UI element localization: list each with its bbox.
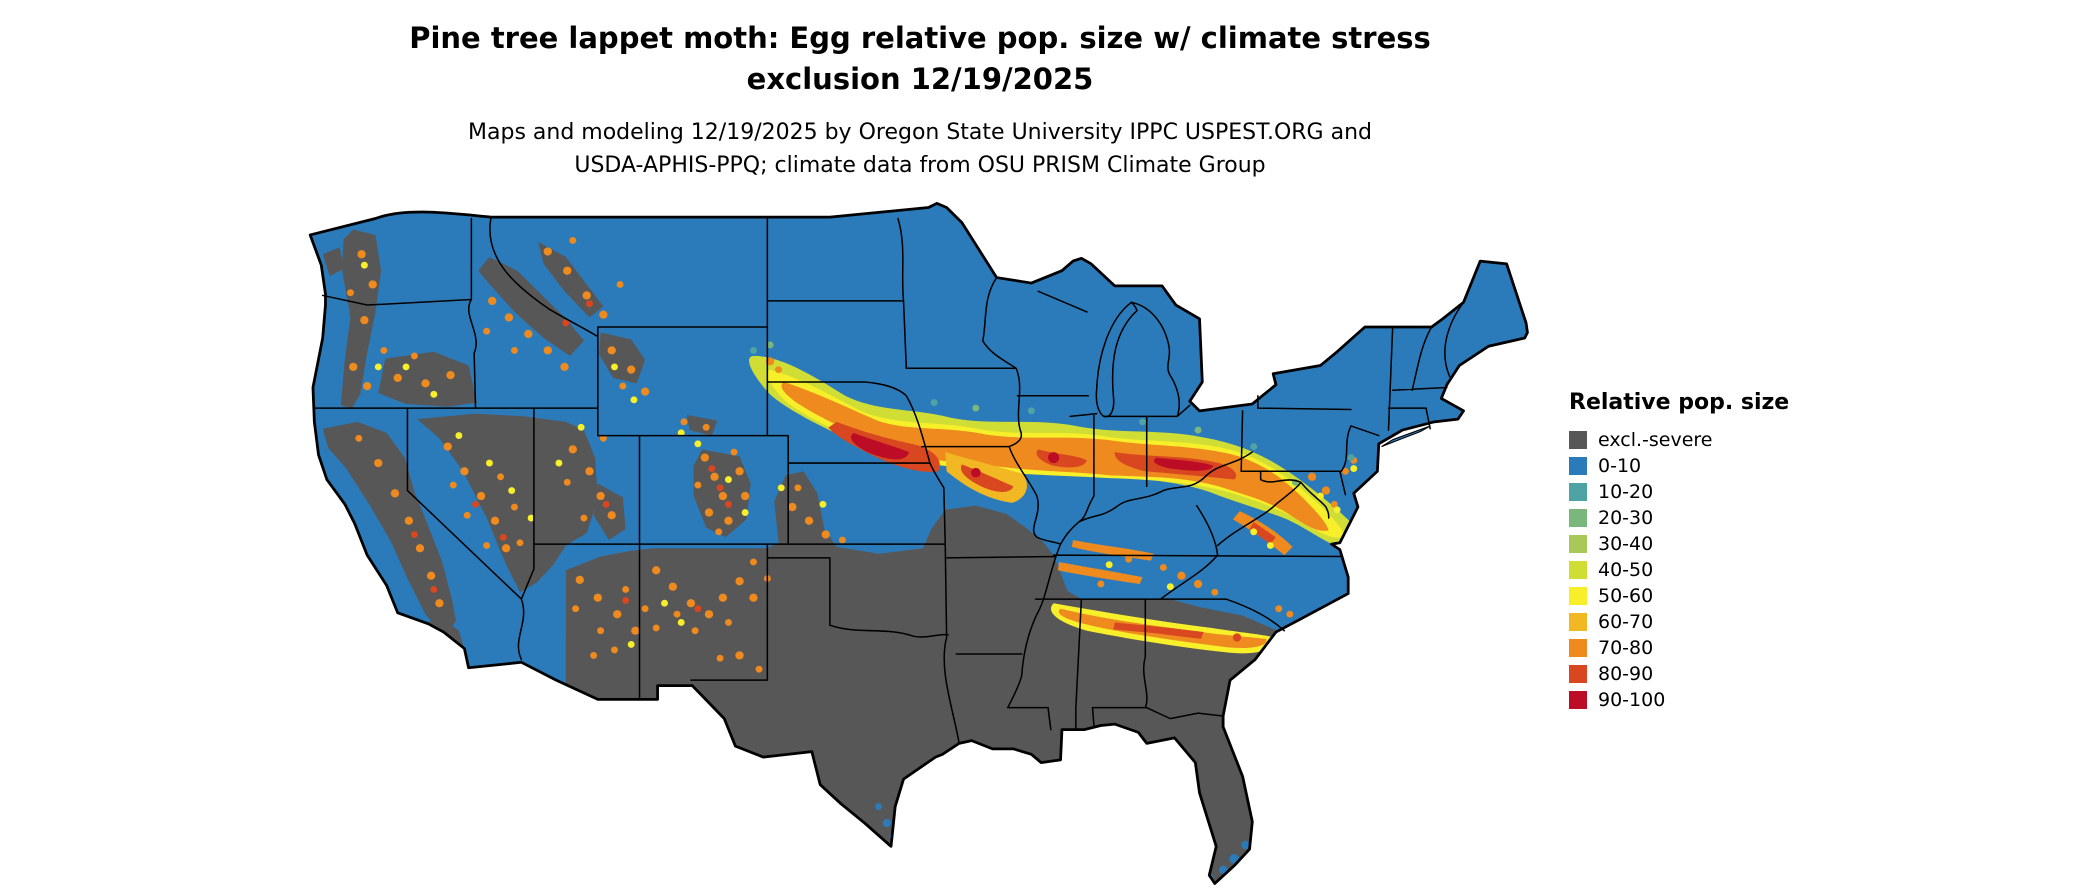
legend-row: 30-40	[1569, 531, 1789, 557]
title-line-1: Pine tree lappet moth: Egg relative pop.…	[409, 21, 1431, 55]
legend-label: 70-80	[1598, 637, 1654, 659]
legend-row: 0-10	[1569, 453, 1789, 479]
conus-outline	[308, 202, 1529, 885]
southeast-band-80-90	[1113, 622, 1204, 639]
legend-label: 20-30	[1598, 507, 1654, 529]
state-boundaries	[313, 217, 1465, 745]
map-legend: Relative pop. size excl.-severe 0-10 10-…	[1569, 390, 1789, 713]
western-speckles-yellow	[360, 261, 1358, 648]
legend-swatch-9	[1569, 665, 1587, 683]
legend-row: 80-90	[1569, 661, 1789, 687]
legend-swatch-5	[1569, 561, 1587, 579]
legend-label: 40-50	[1598, 559, 1654, 581]
raster-layers	[310, 203, 1528, 884]
legend-swatch-8	[1569, 639, 1587, 657]
western-speckles-red	[410, 300, 732, 613]
legend-swatch-10	[1569, 691, 1587, 709]
legend-label: 0-10	[1598, 455, 1642, 477]
legend-swatch-2	[1569, 483, 1587, 501]
lake-michigan	[1095, 301, 1138, 418]
legend-row: 40-50	[1569, 557, 1789, 583]
legend-row: 90-100	[1569, 687, 1789, 713]
legend-swatch-0	[1569, 431, 1587, 449]
legend-swatch-3	[1569, 509, 1587, 527]
legend-title: Relative pop. size	[1569, 390, 1790, 415]
legend-row: 50-60	[1569, 583, 1789, 609]
legend-label: 80-90	[1598, 663, 1654, 685]
legend-label: 60-70	[1598, 611, 1654, 633]
legend-swatch-6	[1569, 587, 1587, 605]
title-line-2: exclusion 12/19/2025	[746, 62, 1094, 96]
legend-swatch-7	[1569, 613, 1587, 631]
subtitle-line-2: USDA-APHIS-PPQ; climate data from OSU PR…	[574, 153, 1266, 178]
figure-header: Pine tree lappet moth: Egg relative pop.…	[0, 18, 1840, 182]
us-map-svg	[308, 202, 1529, 885]
transition-speckles-teal	[749, 346, 1355, 461]
legend-row: excl.-severe	[1569, 427, 1789, 453]
legend-label: 50-60	[1598, 585, 1654, 607]
subtitle-line-1: Maps and modeling 12/19/2025 by Oregon S…	[468, 120, 1372, 145]
southeast-spot	[1232, 633, 1242, 642]
legend-row: 60-70	[1569, 609, 1789, 635]
legend-row: 70-80	[1569, 635, 1789, 661]
legend-label: excl.-severe	[1598, 429, 1713, 451]
western-speckles-orange	[347, 237, 1358, 673]
us-conus-map	[281, 202, 1615, 889]
legend-row: 20-30	[1569, 505, 1789, 531]
legend-label: 10-20	[1598, 481, 1654, 503]
legend-label: 30-40	[1598, 533, 1654, 555]
legend-row: 10-20	[1569, 479, 1789, 505]
shenandoah-core-80-90	[1249, 522, 1276, 545]
legend-label: 90-100	[1598, 689, 1666, 711]
legend-swatch-1	[1569, 457, 1587, 475]
legend-swatch-4	[1569, 535, 1587, 553]
coastal-low-spots-blue	[875, 803, 1250, 883]
figure-subtitle: Maps and modeling 12/19/2025 by Oregon S…	[0, 116, 1840, 182]
figure-title: Pine tree lappet moth: Egg relative pop.…	[0, 18, 1840, 100]
corridor-cores-90-100	[850, 432, 1214, 478]
